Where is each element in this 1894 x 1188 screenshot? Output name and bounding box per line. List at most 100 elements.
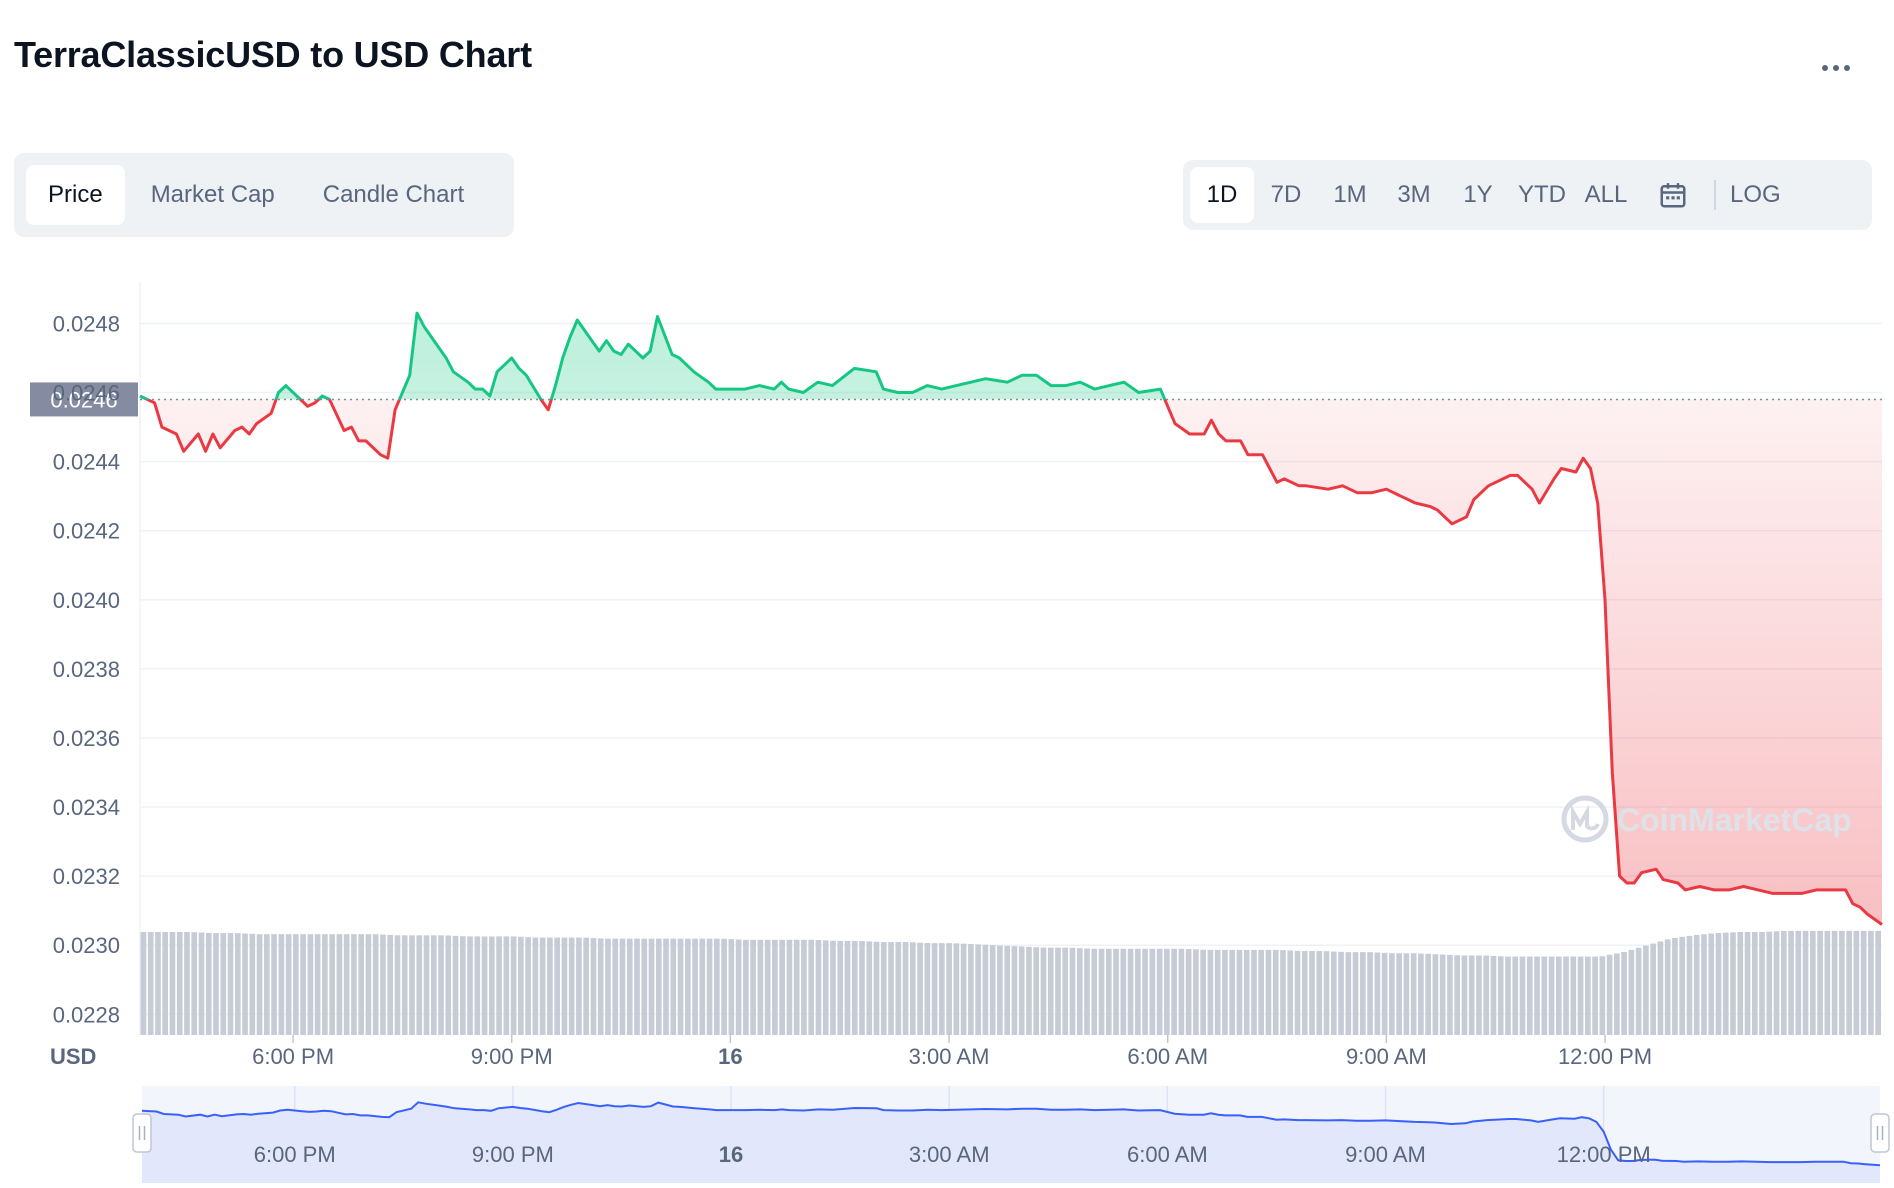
area-above-reference [140,313,1882,400]
range-navigator[interactable]: 6:00 PM 9:00 PM 16 3:00 AM 6:00 AM 9:00 AM 12:… [132,1086,1890,1183]
range-1y-button[interactable]: 1Y [1463,181,1493,208]
volume-bar [430,935,437,1035]
volume-bar [155,931,161,1035]
navigator-tick-label: 6:00 PM [254,1142,336,1167]
volume-bar [1236,949,1243,1035]
volume-bar [205,932,212,1035]
reference-price-line: 0.0246 [30,382,1882,417]
volume-bar [445,935,452,1035]
volume-bar [1570,956,1577,1035]
volume-bar [1548,956,1555,1035]
navigator-area [142,1102,1880,1183]
volume-bar [1722,932,1729,1035]
volume-bar [1352,952,1359,1035]
volume-bar [1759,931,1765,1035]
volume-bar [1780,930,1787,1035]
y-tick-label: 0.0234 [53,795,120,820]
volume-bar [1439,954,1446,1035]
volume-bar [1672,937,1678,1035]
price-series-line [139,311,1883,926]
volume-bar [532,937,539,1035]
volume-bar [452,935,459,1035]
volume-bar [1541,956,1548,1035]
volume-bar [641,938,648,1035]
volume-bar [1127,948,1134,1035]
volume-bar [917,942,923,1035]
y-tick-label: 0.0242 [53,519,120,544]
volume-bar [525,937,531,1035]
volume-bar [256,934,263,1035]
x-tick-label: 16 [718,1044,742,1069]
tab-price[interactable]: Price [26,165,125,225]
volume-bar [619,938,626,1035]
volume-bar [1447,954,1453,1035]
navigator-right-handle[interactable] [1870,1113,1890,1153]
volume-bar [939,943,945,1035]
volume-bar [220,933,227,1035]
volume-bar [547,937,553,1035]
volume-bar [481,936,488,1035]
volume-bar [1577,956,1584,1035]
tab-candle-chart[interactable]: Candle Chart [322,181,465,208]
volume-bar [198,932,205,1035]
volume-bar [1650,943,1656,1035]
volume-bar [684,938,691,1035]
tab-market-cap[interactable]: Market Cap [150,181,275,208]
navigator-left-handle[interactable] [132,1113,152,1153]
volume-bar [1309,951,1315,1035]
range-all-button[interactable]: ALL [1584,181,1628,208]
range-3m-button[interactable]: 3M [1397,181,1431,208]
volume-bar [1410,953,1417,1035]
volume-bar [1454,955,1461,1035]
volume-bar [1214,949,1221,1035]
volume-bar [822,940,829,1035]
volume-bar [336,934,343,1035]
volume-bar [612,938,619,1035]
volume-bar [634,938,640,1035]
volume-bar [1251,949,1257,1035]
volume-bar [1802,930,1809,1035]
volume-bar [866,941,873,1035]
volume-bar [902,942,909,1035]
volume-bar [1207,949,1214,1035]
range-1d-button[interactable]: 1D [1190,167,1254,223]
volume-bar [1606,954,1613,1035]
volume-bar [743,939,749,1035]
price-line-down [143,399,1883,926]
volume-bar [285,934,292,1035]
volume-bar [1468,955,1475,1035]
volume-bar [1280,950,1286,1035]
volume-bar [1418,953,1424,1035]
handle-body [1870,1113,1890,1153]
volume-bar [1810,930,1816,1035]
time-range-selector: 1D 7D 1M 3M 1Y YTD ALL LOG [1183,160,1872,230]
more-horizontal-icon [1833,65,1839,71]
volume-bar [1585,956,1591,1035]
volume-bar [263,934,270,1035]
volume-bar [1178,948,1185,1035]
log-scale-toggle[interactable]: LOG [1730,181,1781,208]
volume-bar [1497,956,1504,1035]
volume-bar [1301,951,1308,1035]
volume-bar [1563,956,1569,1035]
volume-bar [1069,947,1076,1035]
range-1m-button[interactable]: 1M [1333,181,1367,208]
y-tick-label: 0.0236 [53,726,120,751]
volume-bar [1338,951,1344,1035]
more-options-button[interactable] [1818,58,1854,78]
range-7d-button[interactable]: 7D [1270,181,1302,208]
volume-bar [1686,935,1693,1035]
volume-bar [162,931,169,1035]
volume-bar [380,934,386,1035]
volume-bar [1621,952,1627,1035]
volume-bar [1330,951,1337,1035]
volume-bar [1193,949,1199,1035]
range-ytd-button[interactable]: YTD [1518,181,1566,208]
y-tick-label: 0.0232 [53,864,120,889]
volume-bar [1396,953,1402,1035]
volume-bar [1875,930,1881,1035]
volume-bar [329,934,335,1035]
date-picker-button[interactable] [1638,167,1708,223]
price-line-up [139,311,1167,400]
